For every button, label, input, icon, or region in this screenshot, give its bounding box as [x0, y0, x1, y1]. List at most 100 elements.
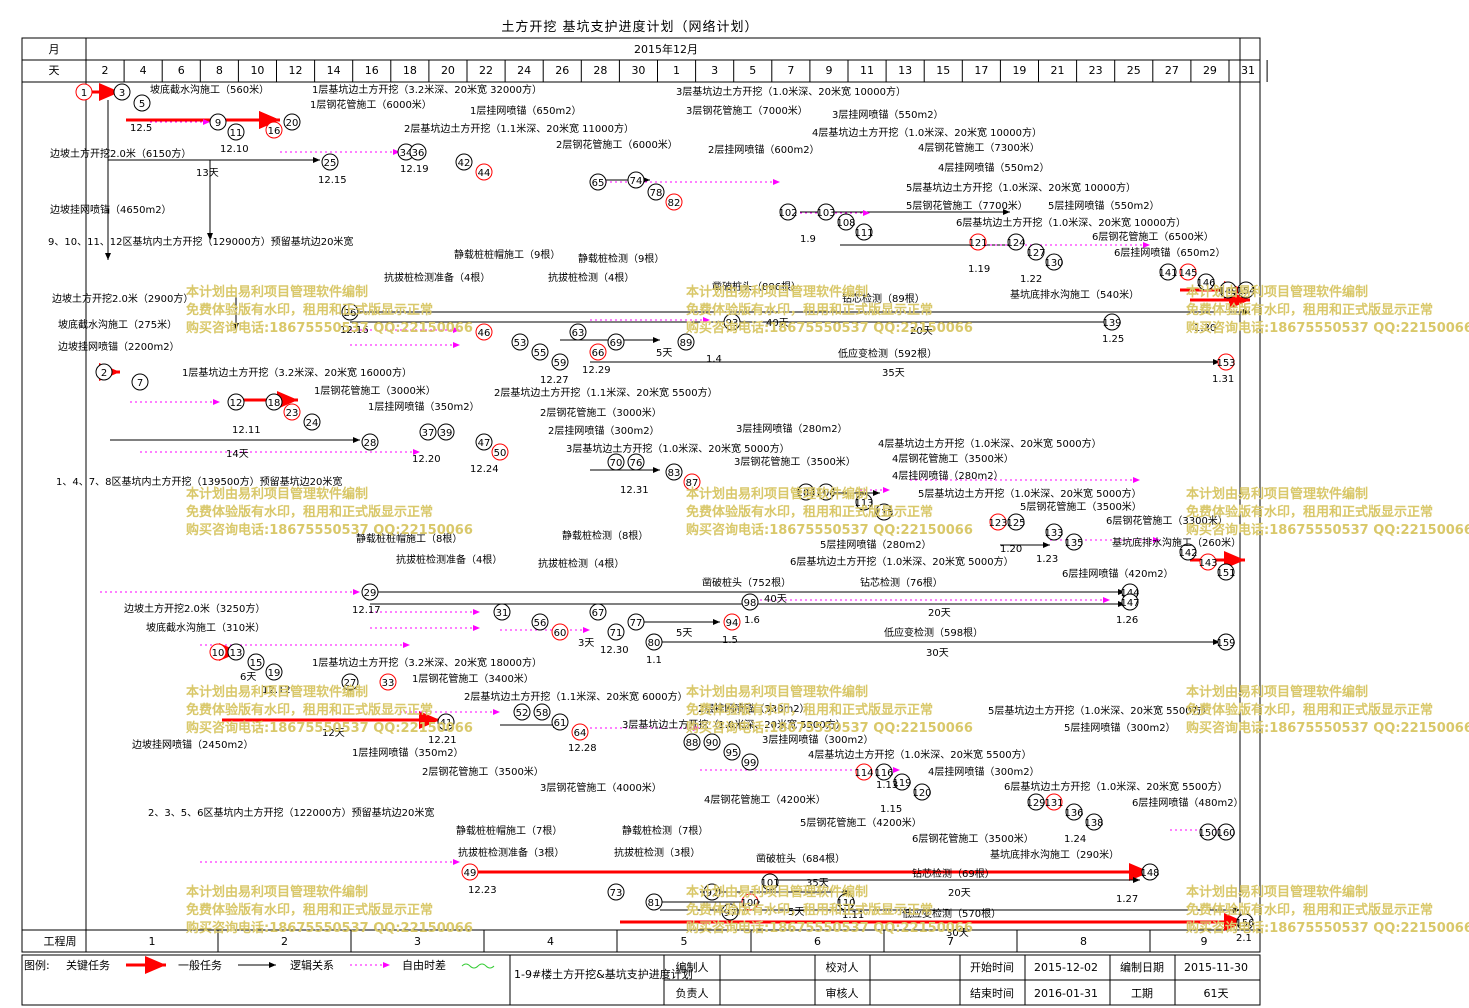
day-tick: 12	[289, 64, 303, 77]
event-node	[1121, 593, 1139, 611]
event-date: 12.31	[620, 485, 649, 496]
event-node	[341, 673, 359, 691]
event-node-number: 12	[230, 398, 243, 409]
task-label: 6层基坑边土方开挖（1.0米深、20米宽 5000方）	[790, 555, 1014, 568]
event-node	[837, 213, 855, 231]
task-label: 抗拔桩检测准备（4根）	[396, 553, 502, 566]
week-label: 工程周	[44, 935, 77, 948]
task-label: 静载桩检测（8根）	[562, 529, 648, 542]
event-node-number: 52	[516, 708, 529, 719]
event-node-number: 24	[306, 418, 319, 429]
duration-label: 30天	[926, 648, 949, 659]
event-node	[1217, 563, 1235, 581]
event-node	[741, 593, 759, 611]
task-label: 4层钢花管施工（7300米）	[918, 141, 1040, 154]
task-label: 6层挂网喷锚（650m2）	[1114, 246, 1226, 259]
event-node-number: 108	[836, 218, 855, 229]
compile-label: 编制日期	[1120, 960, 1164, 974]
event-node	[513, 703, 531, 721]
editor-label: 编制人	[676, 960, 709, 974]
duration-label: 40天	[766, 318, 789, 329]
event-node	[493, 603, 511, 621]
event-node-number: 147	[1120, 598, 1139, 609]
event-node-number: 156	[1235, 918, 1254, 929]
task-label: 2层基坑边土方开挖（1.1米深、20米宽 6000方）	[464, 690, 688, 703]
day-tick: 1	[673, 64, 680, 77]
event-node	[589, 343, 607, 361]
watermark-line: 免费体验版有水印，租用和正式版显示正常	[1186, 504, 1433, 520]
event-node-number: 82	[668, 198, 681, 209]
day-tick: 16	[365, 64, 379, 77]
day-tick: 13	[898, 64, 912, 77]
watermark-line: 购买咨询电话:18675550537 QQ:22150066	[686, 720, 973, 736]
event-node	[409, 143, 427, 161]
event-node-number: 124	[1006, 238, 1025, 249]
event-node	[607, 453, 625, 471]
event-node-number: 37	[422, 428, 435, 439]
event-node	[989, 513, 1007, 531]
task-label: 3层挂网喷锚（300m2）	[762, 733, 874, 746]
task-label: 1层钢花管施工（3000米）	[314, 384, 436, 397]
event-date: 1.19	[968, 264, 990, 275]
event-node	[647, 183, 665, 201]
watermark-line: 本计划由易利项目管理软件编制	[686, 884, 868, 900]
event-node	[721, 903, 739, 921]
event-node	[665, 463, 683, 481]
task-label: 5层挂网喷锚（280m2）	[820, 538, 932, 551]
project-name: 1-9#楼土方开挖&基坑支护进度计划	[514, 967, 693, 981]
event-node	[817, 483, 835, 501]
event-node	[227, 643, 245, 661]
day-tick: 19	[1012, 64, 1026, 77]
event-node	[645, 893, 663, 911]
day-tick: 3	[711, 64, 718, 77]
watermark-line: 购买咨询电话:18675550537 QQ:22150066	[686, 522, 973, 538]
watermark-line: 本计划由易利项目管理软件编制	[1186, 284, 1368, 300]
event-date: 1.15	[880, 804, 902, 815]
event-node	[1179, 543, 1197, 561]
event-node-number: 98	[744, 598, 757, 609]
event-node-number: 88	[686, 738, 699, 749]
event-node	[913, 783, 931, 801]
legend-float: 自由时差	[402, 958, 446, 972]
event-node	[779, 203, 797, 221]
event-date: 12.19	[400, 164, 429, 175]
event-node	[683, 473, 701, 491]
task-label: 边坡挂网喷锚（2200m2）	[58, 340, 180, 353]
event-node	[893, 773, 911, 791]
event-node-number: 60	[554, 628, 567, 639]
event-node	[855, 763, 873, 781]
event-date: 1.25	[1102, 334, 1124, 345]
watermark-line: 本计划由易利项目管理软件编制	[686, 284, 868, 300]
event-node	[419, 423, 437, 441]
event-node	[1085, 813, 1103, 831]
event-node	[131, 373, 149, 391]
event-node-number: 97	[724, 908, 737, 919]
event-date: 1.4	[706, 354, 722, 365]
event-node	[875, 763, 893, 781]
event-date: 1.6	[744, 615, 760, 626]
day-label: 天	[49, 64, 60, 77]
legend-label: 图例:	[24, 958, 50, 972]
duration-value: 61天	[1204, 987, 1229, 1000]
task-label: 静载桩检测（7根）	[622, 824, 708, 837]
event-node	[209, 643, 227, 661]
event-date: 12.29	[582, 365, 611, 376]
watermark-line: 本计划由易利项目管理软件编制	[686, 486, 868, 502]
event-node	[551, 353, 569, 371]
task-label: 1层基坑边土方开挖（3.2米深、20米宽 32000方）	[312, 83, 542, 96]
event-node	[855, 223, 873, 241]
watermark-line: 购买咨询电话:18675550537 QQ:22150066	[186, 920, 473, 936]
event-date: 12.5	[130, 123, 152, 134]
event-date: 12.17	[352, 605, 381, 616]
event-date: 12.20	[412, 454, 441, 465]
event-node-number: 93	[726, 318, 739, 329]
event-node	[589, 603, 607, 621]
event-date: 1.27	[1116, 894, 1138, 905]
event-node-number: 66	[592, 348, 605, 359]
watermark-line: 本计划由易利项目管理软件编制	[1186, 684, 1368, 700]
start-value: 2015-12-02	[1034, 961, 1098, 974]
day-tick: 17	[974, 64, 988, 77]
event-node-number: 116	[874, 768, 893, 779]
watermark-line: 本计划由易利项目管理软件编制	[686, 684, 868, 700]
event-node-number: 63	[572, 328, 585, 339]
